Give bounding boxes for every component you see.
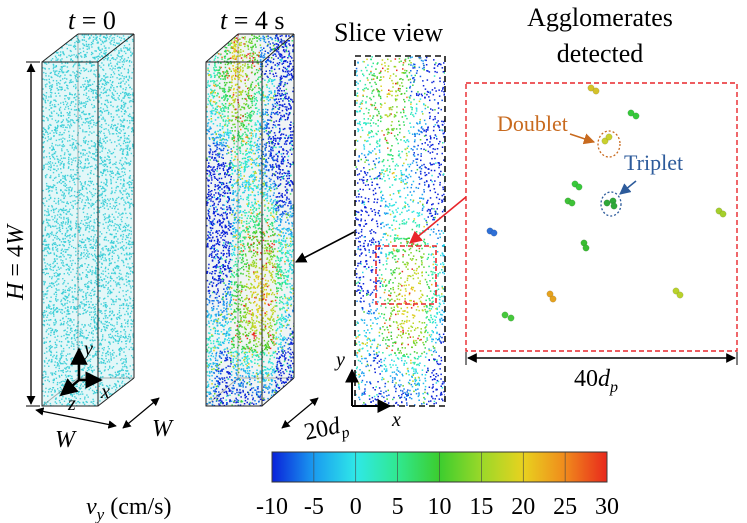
- width-label: W: [55, 427, 77, 453]
- axes-triad: [59, 347, 103, 397]
- axis-y-label: y: [82, 338, 93, 360]
- triplet-label: Triplet: [624, 150, 683, 175]
- slice-axis-y-label: y: [334, 349, 345, 371]
- panel-title-agglomerates-line1: Agglomerates: [527, 3, 673, 32]
- colorbar-tick-label: 20: [511, 494, 535, 520]
- doublet-annotation: Doublet: [497, 111, 621, 158]
- height-label: H = 4W: [3, 223, 29, 301]
- colorbar-tick-label: 5: [392, 494, 404, 520]
- svg-text:t = 0: t = 0: [68, 6, 116, 35]
- colorbar-tick-label: -10: [256, 494, 288, 520]
- colorbar: -10 -5 0 5 10 15 20 25 30 vy (cm/s): [86, 451, 619, 523]
- width-dimension: W: [35, 407, 117, 453]
- triplet-annotation: Triplet: [600, 150, 683, 217]
- agglomerate-particles: [486, 84, 727, 322]
- colorbar-tick-label: -5: [304, 494, 324, 520]
- zoom-width-label: 40dp: [574, 366, 618, 396]
- slice-to-box-arrow: [295, 231, 355, 263]
- particles-t4: [206, 34, 294, 406]
- agglomerate-panel: [465, 82, 738, 352]
- panel-title-slice-view: Slice view: [334, 18, 443, 47]
- colorbar-tick-label: 15: [469, 494, 493, 520]
- doublet-label: Doublet: [497, 111, 568, 136]
- colorbar-tick-label: 0: [350, 494, 362, 520]
- zoom-arrow: [409, 196, 467, 244]
- height-dimension: H = 4W: [3, 61, 40, 407]
- panel-title-agglomerates-line2: detected: [557, 39, 644, 68]
- axis-x-label: x: [100, 381, 110, 403]
- slice-view-panel: [354, 55, 446, 407]
- particles-slice: [355, 56, 445, 406]
- colorbar-label: vy (cm/s): [86, 494, 172, 523]
- colorbar-tick-label: 30: [595, 494, 619, 520]
- colorbar-tick-label: 25: [553, 494, 577, 520]
- slice-thickness-dimension: 20dp: [281, 397, 351, 449]
- slice-axis-x-label: x: [391, 409, 401, 431]
- zoom-region-box: [375, 245, 437, 305]
- panel-title-t4: t = 4 s: [220, 6, 285, 35]
- colorbar-ticks: -10 -5 0 5 10 15 20 25 30: [256, 452, 619, 520]
- colorbar-tick-label: 10: [428, 494, 452, 520]
- depth-dimension: W: [122, 397, 174, 442]
- slice-axes: [345, 368, 392, 413]
- zoom-width-dimension: 40dp: [465, 352, 738, 396]
- svg-text:t = 4 s: t = 4 s: [220, 6, 285, 35]
- slice-thickness-label: 20dp: [302, 411, 351, 449]
- panel-title-t0: t = 0: [68, 6, 116, 35]
- domain-box-t4: [205, 33, 295, 407]
- depth-label: W: [152, 416, 174, 442]
- axis-z-label: z: [67, 393, 76, 415]
